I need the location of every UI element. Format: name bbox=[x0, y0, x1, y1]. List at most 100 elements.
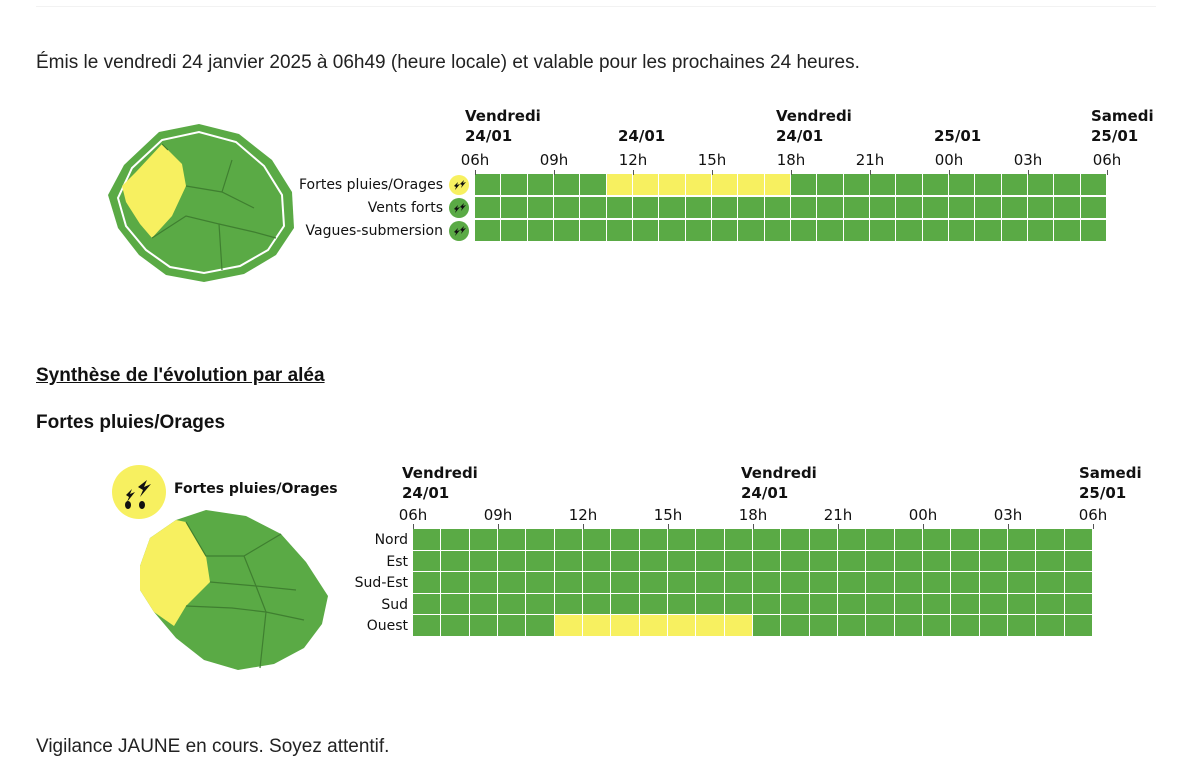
grid-cell bbox=[583, 615, 612, 637]
grid-cell bbox=[894, 593, 923, 616]
overview-row-label: Vagues-submersion bbox=[305, 223, 443, 239]
synthesis-title: Synthèse de l'évolution par aléa bbox=[36, 365, 325, 386]
tick-mark bbox=[1028, 170, 1029, 175]
grid-cell bbox=[554, 550, 583, 573]
grid-cell bbox=[724, 529, 753, 551]
tick-mark bbox=[668, 524, 669, 529]
grid-cell bbox=[469, 572, 498, 594]
zones-day-label: Vendredi 24/01 bbox=[741, 463, 817, 503]
grid-cell bbox=[753, 529, 782, 551]
grid-cell bbox=[685, 197, 712, 220]
grid-cell bbox=[738, 174, 765, 197]
grid-cell bbox=[894, 572, 923, 594]
day-name: Samedi bbox=[1079, 464, 1142, 482]
grid-cell bbox=[764, 197, 791, 220]
tick-mark bbox=[949, 170, 950, 175]
grid-cell bbox=[781, 593, 810, 616]
grid-cell bbox=[441, 529, 470, 551]
grid-cell bbox=[949, 220, 976, 243]
tick-mark bbox=[633, 170, 634, 175]
grid-cell bbox=[469, 615, 498, 637]
grid-cell bbox=[526, 529, 555, 551]
grid-cell bbox=[979, 572, 1008, 594]
overview-time-tick: 18h bbox=[776, 151, 806, 169]
grid-cell bbox=[738, 220, 765, 243]
overview-time-tick: 00h bbox=[934, 151, 964, 169]
grid-cell bbox=[894, 615, 923, 637]
grid-cell bbox=[896, 220, 923, 243]
grid-cell bbox=[866, 572, 895, 594]
grid-cell bbox=[724, 593, 753, 616]
grid-cell bbox=[611, 550, 640, 573]
grid-cell bbox=[1064, 529, 1093, 551]
grid-cell bbox=[712, 197, 739, 220]
grid-cell bbox=[838, 572, 867, 594]
grid-cell bbox=[685, 220, 712, 243]
grid-cell bbox=[696, 529, 725, 551]
grid-cell bbox=[866, 615, 895, 637]
grid-cell bbox=[1080, 197, 1107, 220]
grid-cell bbox=[659, 174, 686, 197]
grid-cell bbox=[896, 174, 923, 197]
grid-cell bbox=[923, 615, 952, 637]
grid-cell bbox=[554, 197, 581, 220]
grid-cell bbox=[498, 550, 527, 573]
grid-cell bbox=[606, 174, 633, 197]
grid-cell bbox=[979, 593, 1008, 616]
day-date: 24/01 bbox=[402, 484, 450, 502]
grid-cell bbox=[413, 593, 442, 616]
grid-cell bbox=[1008, 615, 1037, 637]
grid-cell bbox=[1064, 572, 1093, 594]
zone-row-label: Ouest bbox=[366, 618, 408, 635]
grid-cell bbox=[922, 220, 949, 243]
zones-time-tick: 21h bbox=[823, 506, 853, 524]
grid-cell bbox=[633, 220, 660, 243]
day-date: 25/01 bbox=[934, 127, 982, 145]
grid-cell bbox=[639, 529, 668, 551]
tick-mark bbox=[870, 170, 871, 175]
overview-time-tick: 12h bbox=[618, 151, 648, 169]
grid-cell bbox=[1080, 174, 1107, 197]
grid-cell bbox=[951, 593, 980, 616]
grid-cell bbox=[724, 615, 753, 637]
issue-statement: Émis le vendredi 24 janvier 2025 à 06h49… bbox=[36, 52, 860, 73]
grid-cell bbox=[475, 197, 502, 220]
grid-cell bbox=[894, 529, 923, 551]
grid-cell bbox=[1028, 197, 1055, 220]
zone-row-label: Sud-Est bbox=[354, 575, 408, 592]
grid-cell bbox=[685, 174, 712, 197]
grid-cell bbox=[501, 174, 528, 197]
grid-cell bbox=[866, 529, 895, 551]
tick-mark bbox=[1107, 170, 1108, 175]
grid-cell bbox=[791, 197, 818, 220]
grid-cell bbox=[866, 550, 895, 573]
overview-row-label: Fortes pluies/Orages bbox=[298, 177, 443, 193]
day-name: Vendredi bbox=[741, 464, 817, 482]
grid-cell bbox=[526, 593, 555, 616]
grid-cell bbox=[498, 529, 527, 551]
grid-cell bbox=[498, 615, 527, 637]
tick-mark bbox=[413, 524, 414, 529]
grid-cell bbox=[469, 529, 498, 551]
grid-cell bbox=[501, 220, 528, 243]
grid-cell bbox=[712, 220, 739, 243]
grid-cell bbox=[764, 174, 791, 197]
grid-cell bbox=[923, 529, 952, 551]
grid-cell bbox=[659, 220, 686, 243]
grid-cell bbox=[975, 174, 1002, 197]
day-name: Vendredi bbox=[402, 464, 478, 482]
grid-cell bbox=[659, 197, 686, 220]
grid-cell bbox=[554, 593, 583, 616]
grid-cell bbox=[781, 615, 810, 637]
grid-cell bbox=[498, 572, 527, 594]
grid-cell bbox=[781, 572, 810, 594]
grid-cell bbox=[1054, 197, 1081, 220]
grid-cell bbox=[951, 572, 980, 594]
grid-cell bbox=[809, 572, 838, 594]
grid-cell bbox=[526, 550, 555, 573]
day-date: 25/01 bbox=[1079, 484, 1127, 502]
grid-cell bbox=[817, 220, 844, 243]
grid-cell bbox=[580, 174, 607, 197]
grid-cell bbox=[1064, 593, 1093, 616]
overview-time-tick: 06h bbox=[460, 151, 490, 169]
